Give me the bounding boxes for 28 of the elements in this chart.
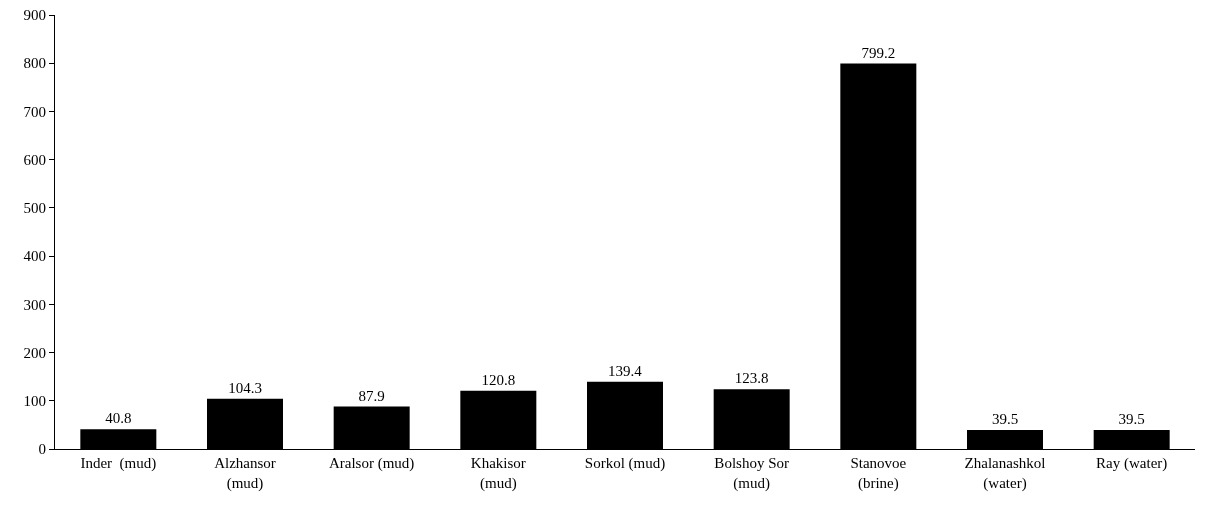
y-tick-label: 900 [23,7,46,24]
data-label: 40.8 [105,410,132,427]
x-tick-label: Alzhansor (mud) [214,455,276,492]
x-tick-label: Khakisor (mud) [470,455,526,492]
x-tick-label: Stanovoe (brine) [850,455,907,492]
y-tick-label: 500 [23,200,46,217]
data-label: 120.8 [481,371,516,388]
y-tick-label: 200 [23,344,46,361]
data-label: 104.3 [228,379,262,396]
x-tick-label: Zhalanashkol (water) [964,455,1046,492]
y-tick-label: 300 [23,296,46,313]
data-label: 39.5 [1118,410,1145,427]
x-tick-label: Ray (water) [1096,455,1168,472]
x-tick-label: Aralsor (mud) [328,455,415,472]
x-tick-label: Bolshoy Sor (mud) [714,455,789,492]
x-tick-label: Sorkol (mud) [584,455,666,472]
y-tick-label: 0 [38,441,46,458]
data-label: 799.2 [861,44,896,61]
x-tick-label: Inder (mud) [80,455,157,472]
data-label: 87.9 [358,387,385,404]
data-label: 39.5 [991,410,1019,427]
y-tick-label: 100 [23,393,46,410]
data-label: 139.4 [607,362,643,379]
y-tick-label: 400 [23,248,46,265]
y-tick-label: 700 [23,103,46,120]
y-tick-label: 800 [23,55,46,72]
y-tick-label: 600 [23,151,46,168]
data-label: 123.8 [734,370,769,387]
